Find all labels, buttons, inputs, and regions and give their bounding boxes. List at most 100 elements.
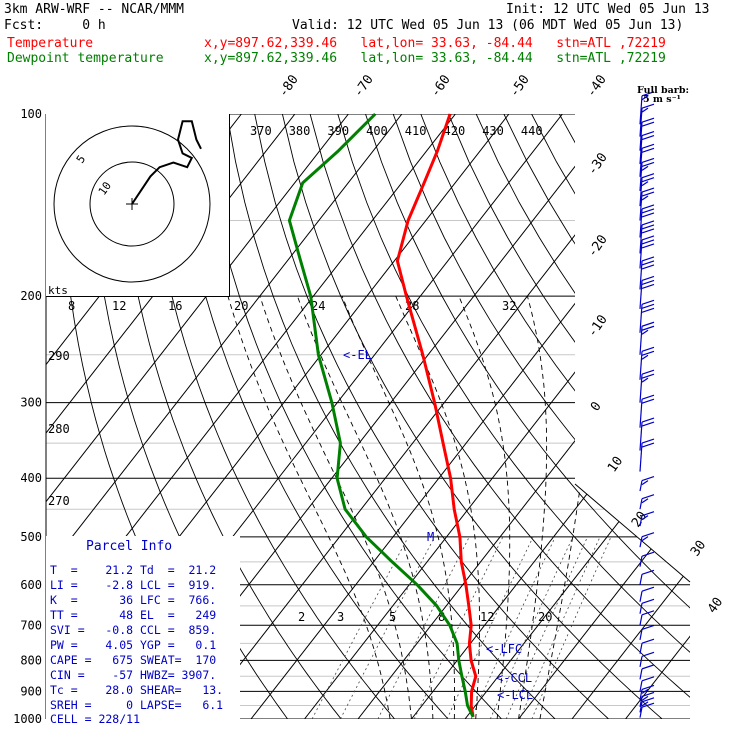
isotherm — [571, 114, 690, 719]
parcel-info-row: SVI = -0.8 CCL = 859. — [50, 623, 217, 637]
isotherm — [250, 114, 690, 719]
wind-barb-staff — [639, 629, 643, 640]
wind-barb-flag — [641, 243, 655, 249]
wind-barb — [639, 369, 655, 403]
wind-barb-flag — [641, 511, 655, 517]
wind-barb — [639, 664, 655, 680]
isotherm-label: -20 — [585, 232, 611, 260]
wind-barb-flag — [641, 117, 655, 123]
wind-barb-flag — [641, 325, 655, 331]
wind-barb — [639, 103, 655, 137]
wind-barb-flag — [641, 569, 655, 575]
wind-barb — [639, 494, 655, 510]
wind-barb-staff — [639, 374, 643, 403]
wind-barb-staff — [639, 260, 643, 290]
wind-barb — [639, 275, 655, 309]
temperature-trace — [395, 113, 478, 718]
wind-barb-flag — [641, 147, 655, 153]
wind-barb-staff — [639, 689, 643, 701]
isotherm — [197, 114, 670, 719]
pressure-tick-label: 600 — [20, 578, 42, 592]
wind-barb-flag — [641, 532, 655, 538]
hodograph-ring — [53, 125, 211, 283]
dry-adiabat — [614, 114, 690, 719]
dry-adiabat — [198, 114, 502, 719]
wind-barb-flag — [641, 421, 655, 427]
isotherm-label: -40 — [584, 72, 610, 100]
dry-adiabat — [309, 114, 690, 719]
wind-barb — [639, 220, 655, 254]
dry-adiabat — [337, 114, 690, 719]
wind-barb-flag — [641, 638, 655, 644]
wind-barb-flag — [641, 586, 655, 592]
dewpoint-trace — [287, 112, 475, 718]
isotherm-label: -70 — [351, 72, 377, 100]
wind-barb — [639, 697, 655, 713]
dry-adiabat — [642, 114, 690, 719]
wind-barb-flag — [641, 161, 655, 167]
level-annotation: <-LFC — [486, 642, 522, 656]
wind-barb — [639, 586, 655, 602]
mixing-ratio-line — [340, 536, 435, 719]
wind-barb-staff — [639, 399, 643, 428]
wind-barb-flag — [641, 598, 655, 604]
wind-barb-staff — [639, 498, 643, 510]
wind-barb-staff — [639, 656, 643, 667]
isotherm-label: -50 — [507, 72, 533, 100]
pressure-tick-label: 900 — [20, 684, 42, 698]
wind-barb-flag — [641, 212, 655, 218]
level-annotation: <-CCL — [496, 671, 532, 685]
level-annotation: <-EL — [343, 348, 372, 362]
wind-barb-flag — [641, 157, 655, 163]
wind-barb — [639, 299, 655, 333]
mixing-ratio-line — [311, 536, 409, 719]
wind-barb — [639, 321, 655, 355]
dry-adiabat — [143, 114, 395, 719]
wind-barb-flag — [641, 165, 649, 171]
wind-barb-staff — [639, 122, 643, 151]
parcel-info-row: Tc = 28.0 SHEAR= 13. — [50, 683, 224, 697]
wind-barb-staff — [639, 574, 643, 585]
pressure-tick-label: 300 — [20, 396, 42, 410]
wind-barb-flag — [641, 177, 655, 183]
dewpoint-legend: Dewpoint temperature — [7, 51, 164, 66]
wind-barb-staff — [639, 643, 643, 654]
wind-barb-flag — [641, 224, 655, 230]
wind-barb-staff — [639, 701, 643, 713]
wind-barb-flag — [641, 228, 655, 234]
wind-barb-flag — [641, 256, 655, 262]
wind-barb-flag — [641, 702, 655, 708]
theta-label: 420 — [444, 124, 466, 138]
dry-adiabat — [226, 114, 556, 719]
wind-barb-flag — [641, 498, 649, 504]
wind-barb-flag — [641, 239, 655, 245]
wind-barb-flag — [641, 346, 655, 352]
hodograph-ring-label: 5 — [74, 153, 88, 166]
isotherm — [464, 114, 690, 719]
theta-label: 280 — [48, 422, 70, 436]
moist-adiabat — [458, 295, 511, 719]
wind-barb-flag — [641, 494, 655, 500]
mixing-ratio-label: 20 — [538, 610, 552, 624]
wind-barb-staff — [639, 614, 643, 626]
wind-barb-flag — [641, 103, 655, 109]
theta-label: 430 — [482, 124, 504, 138]
wind-barb-flag — [641, 283, 655, 290]
wind-barb-staff — [639, 148, 643, 177]
wind-barb-flag — [641, 688, 649, 694]
pressure-tick-label: 100 — [20, 107, 42, 121]
wind-barb — [639, 235, 655, 269]
wind-barb-staff — [639, 162, 643, 191]
wind-barb-staff — [639, 707, 643, 718]
theta-label: 290 — [48, 349, 70, 363]
mixing-ratio-label: 5 — [389, 610, 396, 624]
dry-adiabat — [365, 114, 690, 719]
mixing-ratio-line — [470, 536, 556, 719]
wind-barb-staff — [639, 515, 643, 527]
wind-barb-flag — [641, 701, 649, 707]
theta-label: 440 — [521, 124, 543, 138]
dry-adiabat — [420, 114, 690, 719]
isotherm-label: 30 — [688, 538, 709, 559]
wind-barb — [639, 187, 655, 221]
wind-barb — [639, 676, 655, 692]
